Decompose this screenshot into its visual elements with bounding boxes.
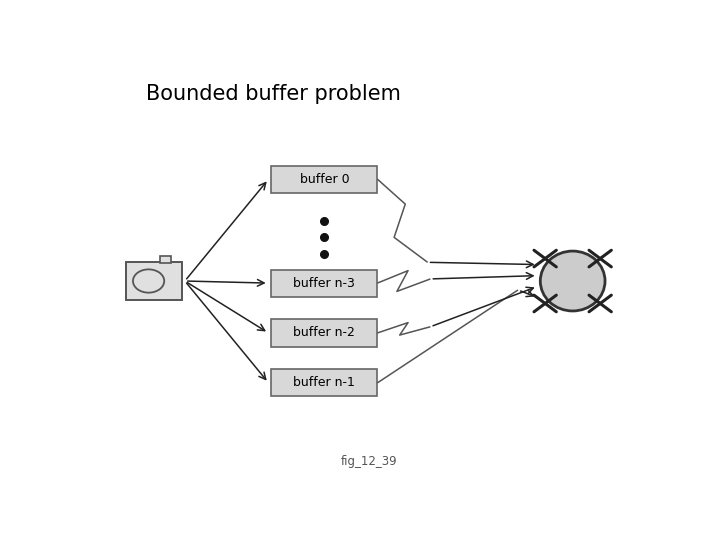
Text: buffer n-2: buffer n-2 (294, 327, 355, 340)
Text: buffer n-1: buffer n-1 (294, 376, 355, 389)
Bar (126, 262, 182, 300)
Bar (271, 166, 377, 193)
Text: Bounded buffer problem: Bounded buffer problem (145, 84, 400, 104)
Text: buffer n-3: buffer n-3 (294, 276, 355, 289)
Text: fig_12_39: fig_12_39 (341, 455, 397, 468)
Bar (271, 320, 377, 347)
Ellipse shape (133, 269, 164, 293)
Bar (271, 369, 377, 396)
Bar (271, 269, 377, 296)
Ellipse shape (540, 251, 605, 311)
Text: buffer 0: buffer 0 (300, 173, 349, 186)
Bar (160, 256, 171, 263)
